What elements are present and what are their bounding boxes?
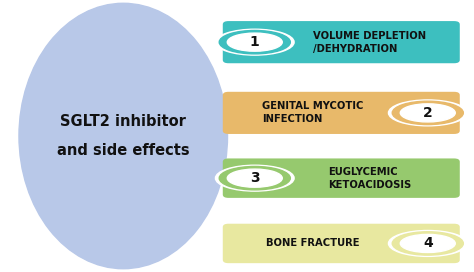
Ellipse shape — [227, 169, 283, 187]
Text: and side effects: and side effects — [57, 143, 190, 159]
Ellipse shape — [388, 230, 467, 256]
Ellipse shape — [388, 100, 467, 126]
Ellipse shape — [215, 29, 294, 55]
FancyBboxPatch shape — [223, 224, 460, 263]
Ellipse shape — [392, 101, 463, 125]
Ellipse shape — [215, 165, 294, 191]
FancyBboxPatch shape — [223, 21, 460, 63]
Ellipse shape — [219, 166, 290, 190]
Text: 3: 3 — [250, 171, 260, 185]
Ellipse shape — [400, 104, 456, 122]
Ellipse shape — [400, 234, 456, 252]
Text: 1: 1 — [250, 35, 260, 49]
Text: EUGLYCEMIC
KETOACIDOSIS: EUGLYCEMIC KETOACIDOSIS — [328, 167, 411, 190]
FancyBboxPatch shape — [223, 158, 460, 198]
Text: VOLUME DEPLETION
/DEHYDRATION: VOLUME DEPLETION /DEHYDRATION — [313, 31, 426, 54]
Text: 2: 2 — [423, 106, 433, 120]
Text: SGLT2 inhibitor: SGLT2 inhibitor — [60, 113, 186, 129]
Ellipse shape — [219, 30, 290, 54]
Ellipse shape — [19, 3, 228, 269]
Ellipse shape — [227, 33, 283, 51]
Ellipse shape — [392, 232, 463, 255]
Text: 4: 4 — [423, 236, 433, 251]
FancyBboxPatch shape — [223, 92, 460, 134]
Text: BONE FRACTURE: BONE FRACTURE — [266, 239, 360, 248]
Text: GENITAL MYCOTIC
INFECTION: GENITAL MYCOTIC INFECTION — [262, 101, 364, 124]
